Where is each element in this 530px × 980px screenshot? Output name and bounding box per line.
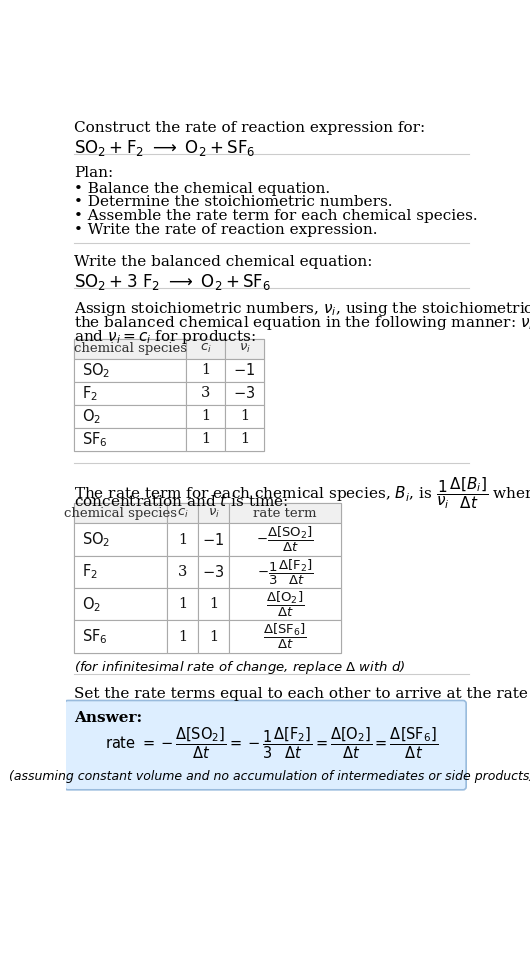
Text: Answer:: Answer:: [74, 711, 142, 725]
Text: $\mathrm{O_2}$: $\mathrm{O_2}$: [82, 407, 101, 425]
Text: and $\nu_i = c_i$ for products:: and $\nu_i = c_i$ for products:: [74, 327, 256, 346]
Text: $\dfrac{\Delta[\mathrm{SF_6}]}{\Delta t}$: $\dfrac{\Delta[\mathrm{SF_6}]}{\Delta t}…: [263, 622, 307, 651]
Text: $-3$: $-3$: [233, 385, 255, 401]
FancyBboxPatch shape: [65, 701, 466, 790]
Text: Assign stoichiometric numbers, $\nu_i$, using the stoichiometric coefficients, $: Assign stoichiometric numbers, $\nu_i$, …: [74, 300, 530, 318]
Bar: [74, 620, 167, 653]
Text: Set the rate terms equal to each other to arrive at the rate expression:: Set the rate terms equal to each other t…: [74, 687, 530, 701]
Bar: [167, 556, 198, 588]
Bar: [229, 556, 341, 588]
Text: the balanced chemical equation in the following manner: $\nu_i = -c_i$ for react: the balanced chemical equation in the fo…: [74, 314, 530, 332]
Text: 1: 1: [240, 432, 249, 447]
Bar: [229, 620, 341, 653]
Bar: [74, 428, 187, 451]
Bar: [74, 588, 167, 620]
Text: 1: 1: [201, 364, 210, 377]
Bar: [74, 504, 341, 653]
Bar: [167, 504, 198, 523]
Text: $\mathrm{SO_2 + F_2\ \longrightarrow\ O_2 + SF_6}$: $\mathrm{SO_2 + F_2\ \longrightarrow\ O_…: [74, 138, 255, 159]
Bar: [74, 338, 264, 451]
Text: $\mathrm{F_2}$: $\mathrm{F_2}$: [82, 384, 98, 403]
Bar: [74, 504, 167, 523]
Text: concentration and $t$ is time:: concentration and $t$ is time:: [74, 493, 288, 509]
Text: (for infinitesimal rate of change, replace $\Delta$ with $d$): (for infinitesimal rate of change, repla…: [74, 659, 405, 676]
Bar: [74, 556, 167, 588]
Text: $\mathrm{SO_2 + 3\ F_2\ \longrightarrow\ O_2 + SF_6}$: $\mathrm{SO_2 + 3\ F_2\ \longrightarrow\…: [74, 272, 271, 292]
Text: chemical species: chemical species: [74, 342, 187, 355]
Bar: [74, 523, 167, 556]
Text: $c_i$: $c_i$: [176, 507, 188, 520]
Text: 1: 1: [201, 432, 210, 447]
Text: 1: 1: [178, 532, 187, 547]
Text: 3: 3: [178, 564, 187, 579]
Text: $-3$: $-3$: [202, 564, 225, 580]
Bar: [187, 381, 225, 405]
Bar: [167, 523, 198, 556]
Text: $\dfrac{\Delta[\mathrm{O_2}]}{\Delta t}$: $\dfrac{\Delta[\mathrm{O_2}]}{\Delta t}$: [266, 590, 304, 618]
Text: $c_i$: $c_i$: [200, 342, 211, 355]
Text: $\nu_i$: $\nu_i$: [208, 507, 219, 520]
Bar: [167, 620, 198, 653]
Text: • Determine the stoichiometric numbers.: • Determine the stoichiometric numbers.: [74, 195, 393, 210]
Text: $\mathrm{F_2}$: $\mathrm{F_2}$: [82, 563, 98, 581]
Bar: [198, 588, 229, 620]
Text: • Assemble the rate term for each chemical species.: • Assemble the rate term for each chemic…: [74, 209, 478, 223]
Text: 1: 1: [178, 629, 187, 644]
Bar: [74, 405, 187, 428]
Text: $\mathrm{O_2}$: $\mathrm{O_2}$: [82, 595, 101, 613]
Bar: [167, 588, 198, 620]
Bar: [187, 339, 225, 359]
Text: rate term: rate term: [253, 507, 317, 519]
Text: rate $= -\dfrac{\Delta[\mathrm{SO_2}]}{\Delta t} = -\dfrac{1}{3}\dfrac{\Delta[\m: rate $= -\dfrac{\Delta[\mathrm{SO_2}]}{\…: [105, 726, 438, 761]
Text: $\mathrm{SO_2}$: $\mathrm{SO_2}$: [82, 530, 110, 549]
Bar: [187, 428, 225, 451]
Bar: [225, 428, 264, 451]
Text: 1: 1: [178, 597, 187, 612]
Bar: [229, 504, 341, 523]
Bar: [225, 381, 264, 405]
Text: chemical species: chemical species: [64, 507, 177, 519]
Bar: [198, 620, 229, 653]
Text: • Write the rate of reaction expression.: • Write the rate of reaction expression.: [74, 223, 377, 237]
Text: Write the balanced chemical equation:: Write the balanced chemical equation:: [74, 256, 373, 270]
Text: The rate term for each chemical species, $B_i$, is $\dfrac{1}{\nu_i}\dfrac{\Delt: The rate term for each chemical species,…: [74, 475, 530, 512]
Text: 1: 1: [240, 410, 249, 423]
Text: • Balance the chemical equation.: • Balance the chemical equation.: [74, 181, 330, 196]
Text: 1: 1: [209, 597, 218, 612]
Bar: [198, 504, 229, 523]
Bar: [225, 359, 264, 381]
Bar: [187, 405, 225, 428]
Text: $\mathrm{SF_6}$: $\mathrm{SF_6}$: [82, 430, 108, 449]
Bar: [74, 339, 187, 359]
Text: $-1$: $-1$: [233, 363, 255, 378]
Text: $-\dfrac{1}{3}\dfrac{\Delta[\mathrm{F_2}]}{\Delta t}$: $-\dfrac{1}{3}\dfrac{\Delta[\mathrm{F_2}…: [257, 558, 313, 586]
Bar: [225, 339, 264, 359]
Bar: [229, 588, 341, 620]
Bar: [74, 359, 187, 381]
Text: $-1$: $-1$: [202, 531, 225, 548]
Text: (assuming constant volume and no accumulation of intermediates or side products): (assuming constant volume and no accumul…: [9, 770, 530, 783]
Text: 1: 1: [209, 629, 218, 644]
Text: $\mathrm{SF_6}$: $\mathrm{SF_6}$: [82, 627, 108, 646]
Bar: [225, 405, 264, 428]
Bar: [198, 523, 229, 556]
Text: 3: 3: [201, 386, 210, 400]
Text: $-\dfrac{\Delta[\mathrm{SO_2}]}{\Delta t}$: $-\dfrac{\Delta[\mathrm{SO_2}]}{\Delta t…: [257, 525, 314, 554]
Text: Construct the rate of reaction expression for:: Construct the rate of reaction expressio…: [74, 122, 425, 135]
Bar: [74, 381, 187, 405]
Bar: [198, 556, 229, 588]
Text: $\mathrm{SO_2}$: $\mathrm{SO_2}$: [82, 361, 110, 379]
Text: Plan:: Plan:: [74, 166, 113, 180]
Bar: [229, 523, 341, 556]
Text: 1: 1: [201, 410, 210, 423]
Text: $\nu_i$: $\nu_i$: [238, 342, 251, 355]
Bar: [187, 359, 225, 381]
